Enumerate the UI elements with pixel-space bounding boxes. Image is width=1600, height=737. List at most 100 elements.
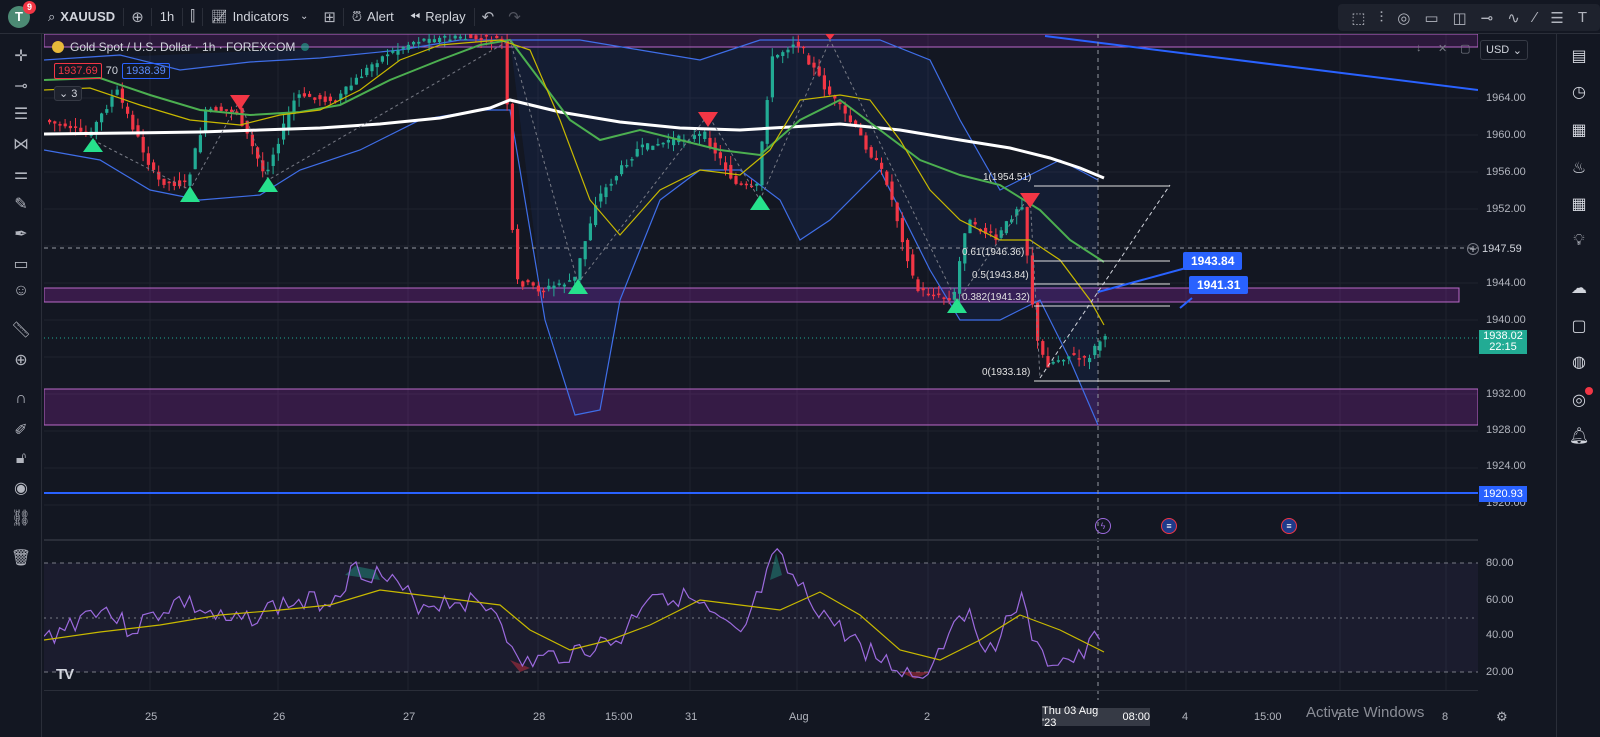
candle-body — [1010, 219, 1014, 223]
indicators-collapse[interactable]: ⌄ 3 — [54, 86, 83, 101]
candle-body — [292, 100, 296, 115]
candle-body — [105, 109, 109, 113]
ideas-icon[interactable]: 💡︎ — [1573, 232, 1585, 249]
ma-50-green — [44, 38, 1105, 263]
candle-body — [250, 134, 254, 147]
candle-body — [880, 162, 884, 169]
callout-icon[interactable]: ◫ — [1452, 9, 1467, 27]
indicators-icon: 📈︎ — [211, 8, 228, 24]
candle-body — [698, 133, 702, 137]
community-icon[interactable]: ☁ — [1571, 280, 1587, 297]
magnet-icon[interactable]: ∩ — [15, 390, 27, 407]
candle-body — [848, 115, 852, 123]
path-icon[interactable]: ∿ — [1507, 9, 1520, 27]
redo-icon[interactable]: ↷ — [508, 8, 521, 26]
lock-drawing-icon[interactable]: ✐ — [14, 422, 28, 439]
candle-body — [630, 159, 634, 161]
eye-icon[interactable]: ◉ — [14, 480, 28, 497]
candle-body — [1072, 353, 1076, 355]
candle-body — [614, 176, 618, 181]
ma-20-yellow — [44, 39, 1105, 326]
news-icon[interactable]: ▦ — [1571, 122, 1587, 139]
close-icon[interactable]: ✕ — [1438, 43, 1448, 55]
link-icon[interactable]: ⛓︎ — [10, 510, 32, 527]
horizontal-lines-icon[interactable]: ☰ — [13, 106, 29, 123]
candle-body — [822, 75, 826, 90]
price-tick: 1940.00 — [1486, 314, 1526, 326]
pitchfork-icon[interactable]: ⋈ — [13, 136, 29, 153]
candle-body — [1056, 360, 1060, 362]
target-icon[interactable]: ◎ — [1397, 9, 1411, 27]
hotlist-icon[interactable]: ♨ — [1571, 160, 1587, 177]
undo-icon[interactable]: ↶ — [481, 8, 495, 26]
text-tool-icon[interactable]: T — [1577, 9, 1587, 26]
add-symbol-icon[interactable]: ⊕ — [131, 8, 144, 26]
us-flag-icon[interactable]: ≡ — [1161, 518, 1177, 534]
candle-body — [770, 56, 774, 98]
lock-icon[interactable]: 🔓︎ — [15, 450, 27, 467]
us-flag-icon[interactable]: ≡ — [1281, 518, 1297, 534]
candle-body — [224, 109, 228, 111]
candle-body — [510, 103, 514, 230]
candle-body — [204, 109, 208, 133]
help-icon[interactable]: ◍ — [1572, 354, 1586, 371]
trash-icon[interactable]: 🗑︎ — [10, 550, 32, 567]
candle-body — [796, 41, 800, 47]
comment-icon[interactable]: ▭ — [1424, 9, 1439, 27]
crosshair-icon[interactable]: ✛ — [14, 48, 28, 65]
chevron-down-icon: ⌄ — [1512, 44, 1522, 57]
currency-select[interactable]: USD ⌄ — [1480, 40, 1528, 60]
candle-body — [157, 171, 161, 180]
chevron-down-icon: ⌄ — [299, 11, 309, 22]
watchlist-icon[interactable]: ▤ — [1571, 48, 1587, 65]
replay-button[interactable]: ⏪︎ Replay — [402, 0, 474, 34]
indicators-button[interactable]: 📈︎ Indicators ⌄ — [203, 0, 316, 34]
annotation-icon[interactable]: ▭ — [13, 256, 29, 273]
candle-body — [828, 86, 832, 95]
ask-price[interactable]: 1938.39 — [122, 63, 170, 79]
symbol-label: XAUUSD — [60, 9, 116, 24]
fib-tools-icon[interactable]: ⚌ — [13, 166, 29, 183]
settings-gear-icon[interactable]: ⚙ — [1496, 709, 1508, 724]
candle-body — [401, 47, 405, 49]
candle-body — [651, 145, 655, 150]
add-alert-icon[interactable]: + — [1467, 242, 1479, 256]
trend-line-icon[interactable]: ⁄ — [1533, 9, 1537, 26]
user-avatar[interactable]: T 9 — [8, 0, 36, 28]
horizontal-ray-icon[interactable]: ⊸ — [1480, 9, 1494, 27]
clock-icon[interactable]: ◷ — [1572, 84, 1586, 101]
maximize-icon[interactable]: ▢ — [1460, 43, 1471, 55]
emoji-icon[interactable]: ☺ — [12, 282, 30, 299]
arrow-down-icon[interactable]: ↓ — [1416, 42, 1422, 54]
price-callout-upper[interactable]: 1943.84 — [1183, 252, 1243, 270]
ruler-icon[interactable]: 📏︎ — [10, 322, 32, 339]
candle-body — [172, 181, 176, 186]
symbol-title[interactable]: Gold Spot / U.S. Dollar · 1h · FOREXCOM — [70, 40, 296, 54]
vertical-line-icon[interactable]: ⫶ — [1379, 9, 1384, 26]
candles-icon[interactable]: ⫿ — [190, 8, 196, 25]
interval-button[interactable]: 1h — [152, 0, 182, 34]
chat-icon[interactable]: ▢ — [1571, 318, 1587, 335]
rectangle-tool-icon[interactable]: ⬚ — [1351, 9, 1366, 27]
alert-button[interactable]: ⏰︎ Alert — [344, 0, 402, 34]
candle-body — [718, 152, 722, 159]
layouts-icon[interactable]: ⊞ — [323, 8, 336, 26]
pen-icon[interactable]: ✒ — [14, 226, 28, 243]
time-tick: 2 — [924, 711, 931, 723]
brush-icon[interactable]: ✎ — [14, 196, 28, 213]
chart-canvas[interactable] — [44, 34, 1478, 737]
streams-icon[interactable]: ◎ — [1557, 387, 1600, 410]
price-callout-lower[interactable]: 1941.31 — [1189, 276, 1249, 294]
zoom-in-icon[interactable]: ⊕ — [14, 352, 28, 369]
candle-body — [79, 127, 83, 132]
lightning-icon[interactable]: ϟ — [1095, 518, 1111, 534]
bid-price[interactable]: 1937.69 — [54, 63, 102, 79]
symbol-search[interactable]: ⌕ XAUUSD — [40, 0, 123, 34]
fib-retracement-icon[interactable]: ☰ — [1550, 9, 1564, 27]
calendar-icon[interactable]: ▦ — [1571, 196, 1587, 213]
candle-body — [542, 290, 546, 293]
notifications-icon[interactable]: 🔔︎ — [1568, 428, 1590, 445]
candle-body — [479, 38, 483, 41]
candle-body — [890, 181, 894, 200]
line-tool-icon[interactable]: ⊸ — [14, 78, 28, 95]
